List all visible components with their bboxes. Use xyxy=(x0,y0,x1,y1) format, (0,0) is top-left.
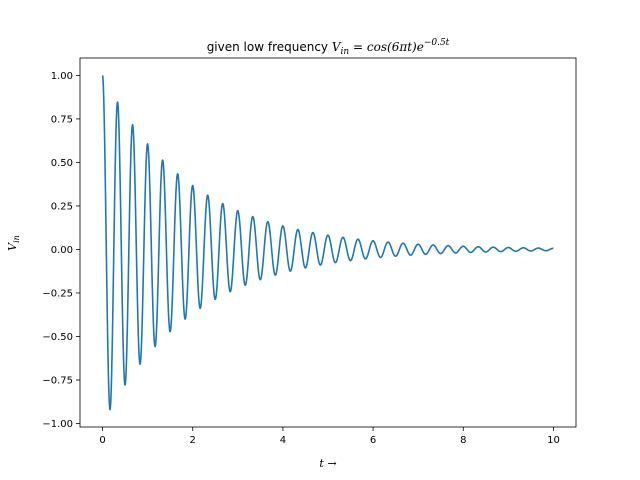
series-layer xyxy=(101,75,554,411)
y-tick-label: −0.50 xyxy=(42,332,73,343)
title-prefix: given low frequency xyxy=(207,40,332,54)
x-tick-label: 10 xyxy=(547,435,560,446)
y-tick-label: 0.25 xyxy=(51,201,73,212)
x-tick-label: 0 xyxy=(99,435,105,446)
title-rhs: cos(6πt)e xyxy=(367,40,424,54)
y-tick-label: −1.00 xyxy=(42,419,73,430)
title-lhs-sub: in xyxy=(341,47,350,57)
y-tick-label: 1.00 xyxy=(51,71,73,82)
y-tick-label: 0.75 xyxy=(51,114,73,125)
y-axis-label-base: V xyxy=(6,242,19,251)
axes-frame xyxy=(79,57,577,428)
x-tick-label: 4 xyxy=(280,435,286,446)
x-tick-label: 6 xyxy=(370,435,376,446)
y-tick-label: 0.00 xyxy=(51,245,73,256)
plot-area xyxy=(79,57,577,428)
y-tick-label: −0.75 xyxy=(42,376,73,387)
x-axis-ticks: 0 2 4 6 8 10 xyxy=(99,427,560,446)
y-axis-ticks: −1.00 −0.75 −0.50 −0.25 0.00 0.25 0.50 0.75 1.00 xyxy=(42,71,80,430)
series-line xyxy=(101,75,554,411)
y-axis-label: Vin xyxy=(6,235,21,251)
title-lhs: V xyxy=(332,40,342,54)
title-rhs-sup: −0.5t xyxy=(424,38,450,48)
chart-title: given low frequency Vin = cos(6πt)e−0.5t xyxy=(207,38,450,57)
x-tick-label: 2 xyxy=(190,435,196,446)
y-axis-label-sub: in xyxy=(12,235,21,243)
x-tick-label: 8 xyxy=(460,435,466,446)
x-axis-label: t → xyxy=(319,457,336,470)
title-eq: = xyxy=(349,40,367,54)
y-tick-label: 0.50 xyxy=(51,158,73,169)
y-tick-label: −0.25 xyxy=(42,288,73,299)
